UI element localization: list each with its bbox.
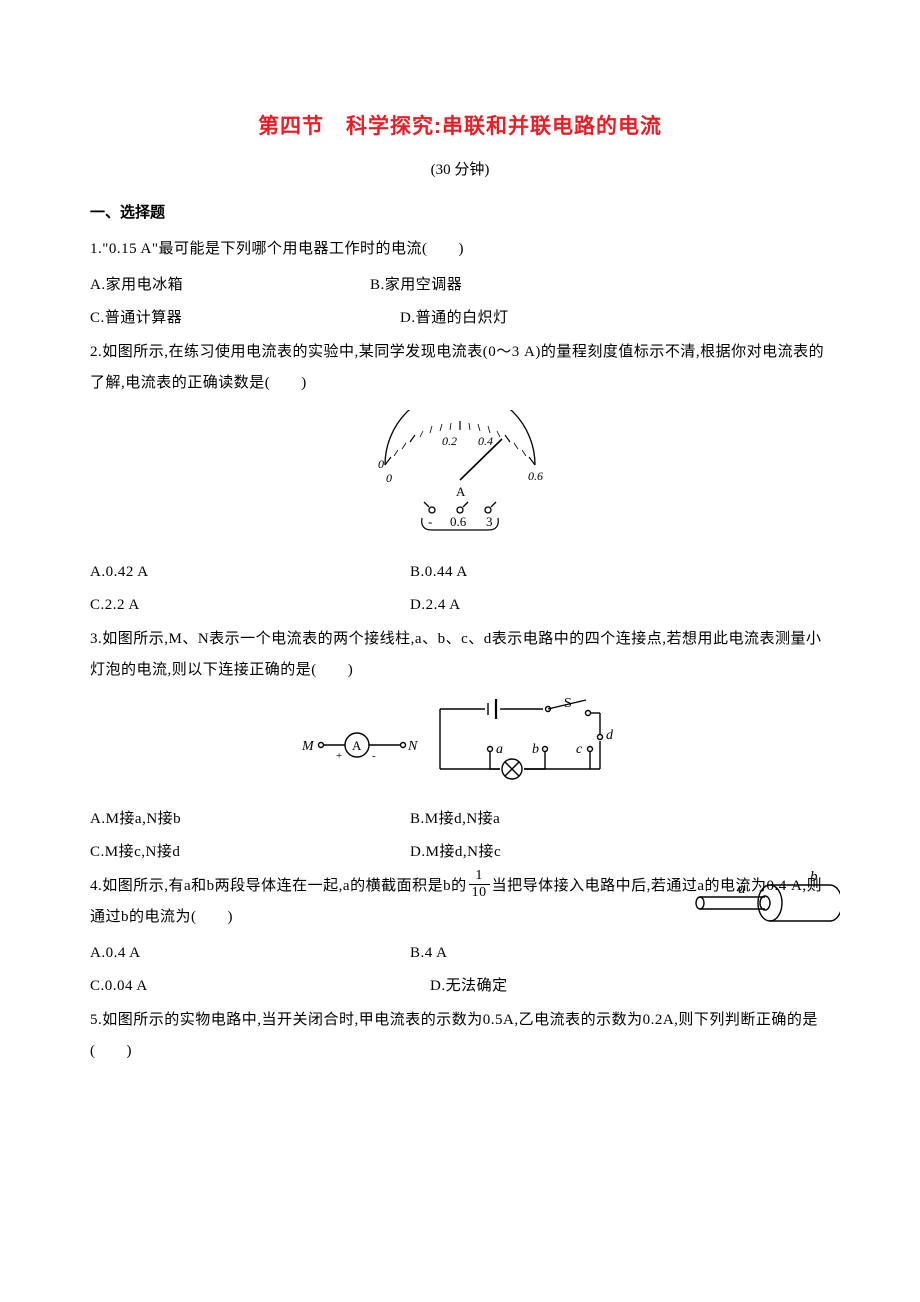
scale-02: 0.2 (442, 434, 457, 448)
q1-opt-d: D.普通的白炽灯 (400, 303, 680, 335)
frac-num: 1 (469, 869, 490, 884)
q3-opt-b: B.M接d,N接a (410, 804, 730, 836)
q4-figure: a b (690, 867, 840, 927)
q2-text: 2.如图所示,在练习使用电流表的实验中,某同学发现电流表(0～3 A)的量程刻度… (90, 337, 830, 400)
q4-text-before: 4.如图所示,有a和b两段导体连在一起,a的横截面积是b的 (90, 878, 467, 894)
page-subtitle: (30 分钟) (90, 158, 830, 179)
q1-opt-c: C.普通计算器 (90, 303, 400, 335)
q1-text: 1."0.15 A"最可能是下列哪个用电器工作时的电流( ) (90, 234, 830, 266)
q4-opt-c: C.0.04 A (90, 971, 430, 1003)
q3-figure: M N S a b c d + - A (90, 697, 830, 792)
frac-den: 10 (469, 884, 490, 900)
label-A: A (352, 738, 362, 753)
term-06: 0.6 (450, 514, 467, 529)
q2-opt-a: A.0.42 A (90, 557, 410, 589)
q2-opt-d: D.2.4 A (410, 590, 730, 622)
fraction-icon: 110 (469, 869, 490, 900)
label-minus: - (372, 750, 376, 762)
label-S: S (564, 697, 572, 711)
q2-opt-c: C.2.2 A (90, 590, 410, 622)
q4-opt-a: A.0.4 A (90, 938, 410, 970)
label-a-conductor: a (738, 881, 746, 897)
q1-opt-a: A.家用电冰箱 (90, 270, 370, 302)
q3-opt-a: A.M接a,N接b (90, 804, 410, 836)
q2-options: A.0.42 A B.0.44 A C.2.2 A D.2.4 A (90, 557, 830, 622)
meter-letter: A (456, 484, 466, 499)
q1-options: A.家用电冰箱 B.家用空调器 C.普通计算器 D.普通的白炽灯 (90, 270, 830, 335)
label-d: d (606, 728, 614, 743)
q4-opt-b: B.4 A (410, 938, 730, 970)
term-3: 3 (486, 514, 493, 529)
scale-04: 0.4 (478, 434, 493, 448)
q3-opt-c: C.M接c,N接d (90, 837, 410, 869)
q3-text: 3.如图所示,M、N表示一个电流表的两个接线柱,a、b、c、d表示电路中的四个连… (90, 624, 830, 687)
q3-options: A.M接a,N接b B.M接d,N接a C.M接c,N接d D.M接d,N接c (90, 804, 830, 869)
q4-opt-d: D.无法确定 (430, 971, 750, 1003)
section-header: 一、选择题 (90, 201, 830, 222)
q3-opt-d: D.M接d,N接c (410, 837, 730, 869)
scale-06: 0.6 (528, 469, 543, 483)
label-a: a (496, 742, 503, 757)
page-title: 第四节 科学探究:串联和并联电路的电流 (90, 110, 830, 140)
q4-options: A.0.4 A B.4 A C.0.04 A D.无法确定 (90, 938, 830, 1003)
label-b-conductor: b (810, 869, 818, 885)
label-c: c (576, 742, 583, 757)
scale-0-top: 0 (378, 457, 384, 471)
label-N: N (407, 739, 418, 754)
scale-0-bot: 0 (386, 471, 392, 485)
q1-opt-b: B.家用空调器 (370, 270, 650, 302)
term-minus: - (428, 514, 432, 529)
label-b: b (532, 742, 539, 757)
q2-figure: 0 0.2 0.4 0.6 0 A - 0.6 3 (90, 410, 830, 545)
q5-text: 5.如图所示的实物电路中,当开关闭合时,甲电流表的示数为0.5A,乙电流表的示数… (90, 1005, 830, 1068)
q2-opt-b: B.0.44 A (410, 557, 730, 589)
label-plus: + (336, 750, 342, 762)
label-M: M (301, 739, 315, 754)
